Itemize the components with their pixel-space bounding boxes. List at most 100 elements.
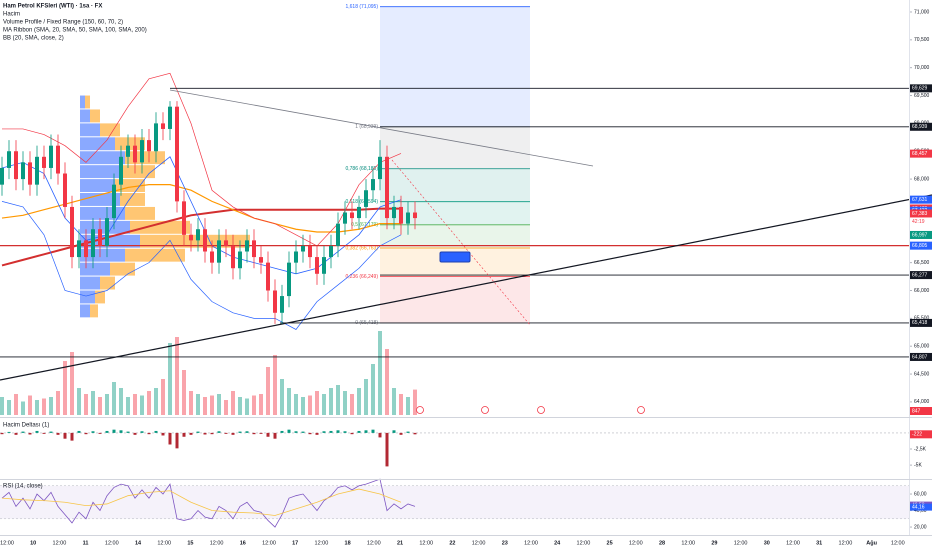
delta-bar <box>413 432 417 435</box>
volume-bar <box>259 394 263 415</box>
candle-body <box>217 240 221 263</box>
delta-bar <box>245 431 249 433</box>
volume-bar <box>343 391 347 415</box>
y-tick-label: 40,00 <box>914 508 927 514</box>
candle-body <box>35 156 39 185</box>
delta-bar <box>294 431 298 433</box>
x-tick-label: 12:00 <box>262 540 276 546</box>
x-tick-label: 16 <box>240 540 246 546</box>
volume-bar <box>105 394 109 415</box>
volume-bar <box>175 337 179 415</box>
delta-bar <box>336 430 340 433</box>
indicator-label: BB (20, SMA, close, 2) <box>3 36 64 42</box>
delta-bar <box>301 431 305 433</box>
delta-bar <box>224 432 228 434</box>
x-tick-label: 29 <box>711 540 717 546</box>
candle-body <box>175 106 179 202</box>
candle-body <box>49 145 53 168</box>
x-tick-label: 12:00 <box>105 540 119 546</box>
candle-body <box>329 245 333 258</box>
candle-body <box>259 257 263 263</box>
x-tick-label: 23 <box>502 540 508 546</box>
x-tick-label: 12:00 <box>210 540 224 546</box>
x-tick-label: 12:00 <box>786 540 800 546</box>
volume-profile-down <box>115 137 145 151</box>
delta-bar <box>154 430 158 433</box>
delta-bar <box>7 431 11 433</box>
y-tick-label: 71,000 <box>914 9 930 15</box>
volume-profile-down <box>90 109 100 123</box>
volume-bar <box>21 401 25 415</box>
delta-bar <box>287 429 291 433</box>
y-tick-label: 65,000 <box>914 344 930 350</box>
price-tag-label: 66,997 <box>912 232 928 238</box>
volume-bar <box>385 349 389 415</box>
pane-title: RSI (14, close) <box>3 484 43 490</box>
candle-body <box>210 251 214 263</box>
delta-bar <box>84 432 88 435</box>
x-tick-label: 12:00 <box>839 540 853 546</box>
volume-bar <box>28 395 32 415</box>
volume-bar <box>364 379 368 415</box>
candle-body <box>105 218 109 246</box>
x-tick-label: 31 <box>816 540 822 546</box>
volume-bar <box>210 395 214 415</box>
candle-body <box>238 251 242 269</box>
rsi-ma-line <box>1 488 402 516</box>
y-tick-label: 68,000 <box>914 176 930 182</box>
y-tick-label: 20,00 <box>914 524 927 530</box>
x-tick-label: 28 <box>659 540 665 546</box>
delta-bar <box>28 432 32 435</box>
volume-profile-down <box>140 234 250 248</box>
volume-bar <box>35 400 39 415</box>
fib-label: 0,382 (66,763) <box>345 245 378 251</box>
candle-body <box>406 212 410 224</box>
fib-band <box>380 6 530 127</box>
candle-body <box>266 262 270 291</box>
delta-bar <box>357 430 361 433</box>
candle-body <box>98 229 102 246</box>
candle-body <box>231 245 235 269</box>
volume-bar <box>140 395 144 415</box>
x-tick-label: 12:00 <box>472 540 486 546</box>
volume-profile-down <box>120 165 155 179</box>
delta-bar <box>147 432 151 435</box>
y-tick-label: 69,500 <box>914 93 930 99</box>
x-tick-label: 12:00 <box>734 540 748 546</box>
delta-bar <box>322 431 326 433</box>
y-tick-label: 70,000 <box>914 65 930 71</box>
volume-profile-down <box>125 248 185 262</box>
candle-body <box>28 162 32 185</box>
delta-bar <box>91 431 95 433</box>
price-tag-label: 66,277 <box>912 272 928 278</box>
volume-profile-down <box>130 220 190 234</box>
price-tag-label: 68,457 <box>912 151 928 157</box>
volume-bar <box>329 388 333 415</box>
delta-bar <box>196 431 200 433</box>
volume-bar <box>70 352 74 415</box>
candle-body <box>161 123 165 129</box>
rsi-tag <box>910 503 932 511</box>
delta-bar <box>175 432 179 449</box>
x-tick-label: 18 <box>345 540 351 546</box>
delta-bar <box>350 432 354 435</box>
x-tick-label: 14 <box>135 540 142 546</box>
delta-bar <box>21 431 25 433</box>
y-tick-label: -2,5K <box>914 446 927 452</box>
volume-bar <box>0 397 4 415</box>
volume-profile-up <box>80 95 85 109</box>
indicator-label: Hacim <box>3 12 20 18</box>
x-tick-label: 10 <box>30 540 36 546</box>
candle-body <box>91 229 95 258</box>
candle-body <box>77 240 81 258</box>
delta-bar <box>161 432 165 436</box>
delta-bar <box>182 432 186 437</box>
x-tick-label: 12:00 <box>681 540 695 546</box>
volume-profile-up <box>80 290 95 304</box>
volume-bar <box>84 394 88 415</box>
delta-bar <box>378 432 382 438</box>
x-tick-label: 12:00 <box>629 540 643 546</box>
volume-bar <box>49 397 53 415</box>
volume-bar <box>224 400 228 415</box>
